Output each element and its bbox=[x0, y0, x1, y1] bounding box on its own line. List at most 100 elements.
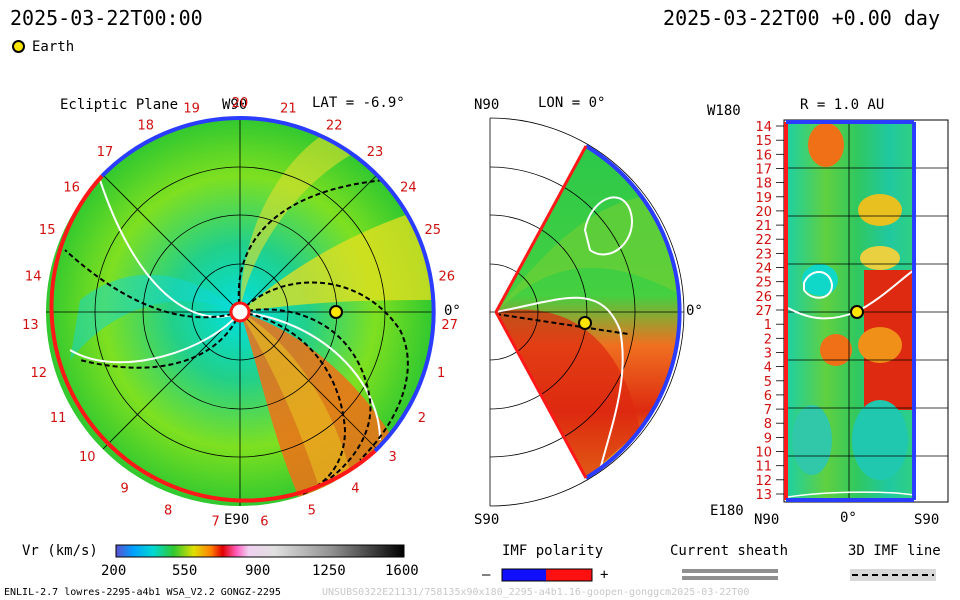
radial-x-mid: 0° bbox=[840, 510, 857, 526]
meridional-boundary-south bbox=[494, 311, 588, 479]
meridional-boundary-arc bbox=[584, 144, 682, 480]
radial-tick-14: 14 bbox=[755, 120, 772, 135]
imf-polarity-plus: + bbox=[600, 567, 609, 583]
meridional-right-label: 0° bbox=[686, 303, 703, 319]
radial-tick-4: 4 bbox=[764, 361, 772, 376]
radial-bottom-left-label: E180 bbox=[710, 503, 744, 519]
meridional-fast-region bbox=[496, 309, 640, 478]
radial-tick-19: 19 bbox=[755, 191, 772, 206]
fast-wind-region-north bbox=[240, 210, 434, 312]
radial-panel: 1415161718192021222324252627123456789101… bbox=[755, 119, 949, 503]
ecliptic-boundary-positive bbox=[239, 116, 436, 453]
radial-tick-6: 6 bbox=[764, 389, 772, 404]
ecliptic-tick-27: 27 bbox=[441, 318, 458, 333]
radial-row-ticks: 1415161718192021222324252627123456789101… bbox=[755, 120, 784, 503]
colorbar-label: Vr (km/s) bbox=[22, 543, 98, 559]
sun-marker bbox=[229, 301, 251, 323]
radial-tick-11: 11 bbox=[755, 460, 772, 475]
radial-tick-8: 8 bbox=[764, 417, 772, 432]
colorbar-tick-1250: 1250 bbox=[312, 563, 346, 579]
footer-model-info: ENLIL-2.7 lowres-2295-a4b1 WSA_V2.2 GONG… bbox=[4, 587, 281, 598]
ecliptic-tick-14: 14 bbox=[25, 270, 42, 285]
earth-marker-ecliptic bbox=[329, 305, 343, 319]
colorbar-tick-550: 550 bbox=[172, 563, 198, 579]
ecliptic-tick-3: 3 bbox=[389, 450, 397, 465]
imf-line-title: 3D IMF line bbox=[848, 543, 941, 559]
ecliptic-tick-20: 20 bbox=[232, 96, 249, 111]
meridional-imf-line bbox=[495, 313, 629, 335]
imf-polarity-box bbox=[501, 568, 593, 582]
colorbar-tick-200: 200 bbox=[101, 563, 127, 579]
left-timestamp: 2025-03-22T00:00 bbox=[10, 6, 203, 30]
fast-wind-stream bbox=[240, 312, 350, 490]
meridional-lon-label: LON = 0° bbox=[538, 95, 606, 111]
radial-tick-24: 24 bbox=[755, 262, 772, 277]
ecliptic-tick-1: 1 bbox=[437, 366, 445, 381]
radial-tick-18: 18 bbox=[755, 177, 772, 192]
ecliptic-lat-label: LAT = -6.9° bbox=[312, 95, 405, 111]
radial-tick-3: 3 bbox=[764, 347, 772, 362]
radial-top-left-label: W180 bbox=[707, 103, 741, 119]
colorbar-tick-1600: 1600 bbox=[385, 563, 419, 579]
radial-grid bbox=[784, 120, 948, 502]
ecliptic-tick-18: 18 bbox=[138, 118, 155, 133]
colorbar bbox=[115, 544, 405, 558]
ecliptic-tick-2: 2 bbox=[418, 411, 426, 426]
radial-x-right: S90 bbox=[914, 512, 940, 528]
ecliptic-tick-6: 6 bbox=[260, 515, 268, 530]
ecliptic-tick-7: 7 bbox=[211, 515, 219, 530]
radial-tick-17: 17 bbox=[755, 163, 772, 178]
radial-tick-26: 26 bbox=[755, 290, 772, 305]
ecliptic-right-label: 0° bbox=[444, 303, 461, 319]
meridional-bottom-label: S90 bbox=[474, 512, 500, 528]
meridional-boundary-north bbox=[494, 145, 588, 313]
ecliptic-tick-4: 4 bbox=[351, 482, 359, 497]
radial-tick-22: 22 bbox=[755, 233, 772, 248]
current-sheath-title: Current sheath bbox=[670, 543, 789, 559]
radial-x-left: N90 bbox=[754, 512, 780, 528]
radial-tick-25: 25 bbox=[755, 276, 772, 291]
radial-tick-9: 9 bbox=[764, 431, 772, 446]
meridional-panel bbox=[489, 117, 685, 507]
ecliptic-tick-24: 24 bbox=[400, 181, 417, 196]
ecliptic-boundary-positive-2 bbox=[100, 116, 241, 178]
ecliptic-tick-10: 10 bbox=[79, 450, 96, 465]
radial-tick-21: 21 bbox=[755, 219, 772, 234]
meridional-top-label: N90 bbox=[474, 97, 500, 113]
earth-marker-meridional bbox=[578, 316, 592, 330]
meridional-sheath-loop bbox=[583, 196, 633, 256]
current-sheath-swatch-2 bbox=[682, 576, 778, 580]
ecliptic-tick-16: 16 bbox=[63, 181, 80, 196]
ecliptic-tick-17: 17 bbox=[97, 145, 114, 160]
radial-tick-7: 7 bbox=[764, 403, 772, 418]
ecliptic-carrington-ticks: 20 21222324252627123456789101112131415161… bbox=[22, 96, 458, 530]
imf-polarity-minus: – bbox=[482, 567, 491, 583]
ecliptic-boundary-negative bbox=[49, 174, 377, 503]
colorbar-tick-900: 900 bbox=[245, 563, 271, 579]
earth-legend-marker bbox=[12, 40, 25, 53]
footer-run-id: UNSUBS0322E21131/758135x90x180_2295-a4b1… bbox=[322, 587, 750, 598]
earth-marker-radial bbox=[850, 305, 864, 319]
ecliptic-tick-5: 5 bbox=[308, 503, 316, 518]
radial-sheath-bottom bbox=[787, 491, 915, 498]
ecliptic-tick-9: 9 bbox=[120, 482, 128, 497]
ecliptic-tick-19: 19 bbox=[183, 102, 200, 117]
imf-polarity-title: IMF polarity bbox=[502, 543, 604, 559]
radial-sheath-loop bbox=[803, 271, 834, 299]
ecliptic-top-label: W90 bbox=[222, 97, 248, 113]
imf-polarity-negative-swatch bbox=[502, 569, 546, 581]
radial-tick-20: 20 bbox=[755, 205, 772, 220]
slow-wind-region bbox=[70, 274, 240, 360]
meridional-current-sheath bbox=[495, 296, 624, 471]
radial-tick-10: 10 bbox=[755, 446, 772, 461]
ecliptic-title: Ecliptic Plane bbox=[60, 97, 179, 113]
current-sheath-swatch-1 bbox=[682, 569, 778, 573]
ecliptic-tick-8: 8 bbox=[164, 503, 172, 518]
ecliptic-plane-panel: 20 21222324252627123456789101112131415161… bbox=[22, 96, 458, 530]
radial-tick-2: 2 bbox=[764, 332, 772, 347]
radial-tick-13: 13 bbox=[755, 488, 772, 503]
ecliptic-tick-25: 25 bbox=[425, 223, 442, 238]
radial-tick-27: 27 bbox=[755, 304, 772, 319]
radial-title: R = 1.0 AU bbox=[800, 97, 885, 113]
